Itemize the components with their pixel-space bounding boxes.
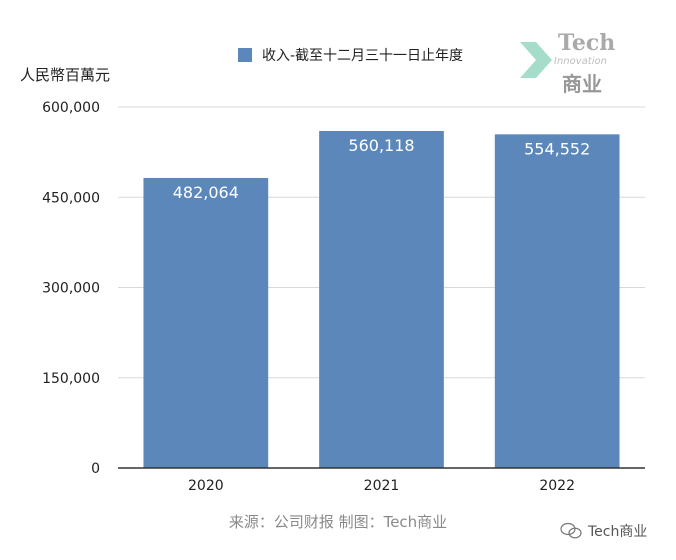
watermark-title: Tech [558,30,616,56]
x-tick-label: 2022 [539,478,575,494]
bars [143,130,620,468]
x-tick-label: 2020 [188,478,224,494]
account-badge: Tech商业 [560,521,647,541]
source-caption: 来源：公司财报 制图：Tech商业 [228,513,448,531]
y-tick-label: 300,000 [42,281,100,297]
watermark-logo: Tech Innovation 商业 [518,30,628,96]
bar [494,134,620,468]
watermark-subtitle: Innovation [554,56,607,67]
watermark-name: 商业 [562,72,602,96]
account-name: Tech商业 [588,524,648,540]
bar-value-label: 482,064 [173,183,239,202]
x-tick-label: 2021 [364,478,400,494]
x-axis-ticks: 2020 2021 2022 [188,478,575,494]
y-tick-label: 600,000 [42,100,100,116]
y-axis-ticks: 0 150,000 300,000 450,000 600,000 [42,100,100,477]
chevron-right-icon [520,42,552,78]
y-tick-label: 450,000 [42,190,100,206]
bar [143,177,269,468]
legend-swatch [238,48,252,62]
legend-label: 收入-截至十二月三十一日止年度 [262,48,464,64]
y-tick-label: 0 [91,461,100,477]
chat-bubble-icon [560,522,582,539]
y-axis-unit-label: 人民幣百萬元 [20,66,111,84]
legend: 收入-截至十二月三十一日止年度 [238,45,463,65]
bar-value-label: 554,552 [524,139,590,158]
bar-data-labels: 482,064 560,118 554,552 [173,136,591,202]
y-tick-label: 150,000 [42,371,100,387]
bar-value-label: 560,118 [348,136,414,155]
bar [319,130,444,468]
